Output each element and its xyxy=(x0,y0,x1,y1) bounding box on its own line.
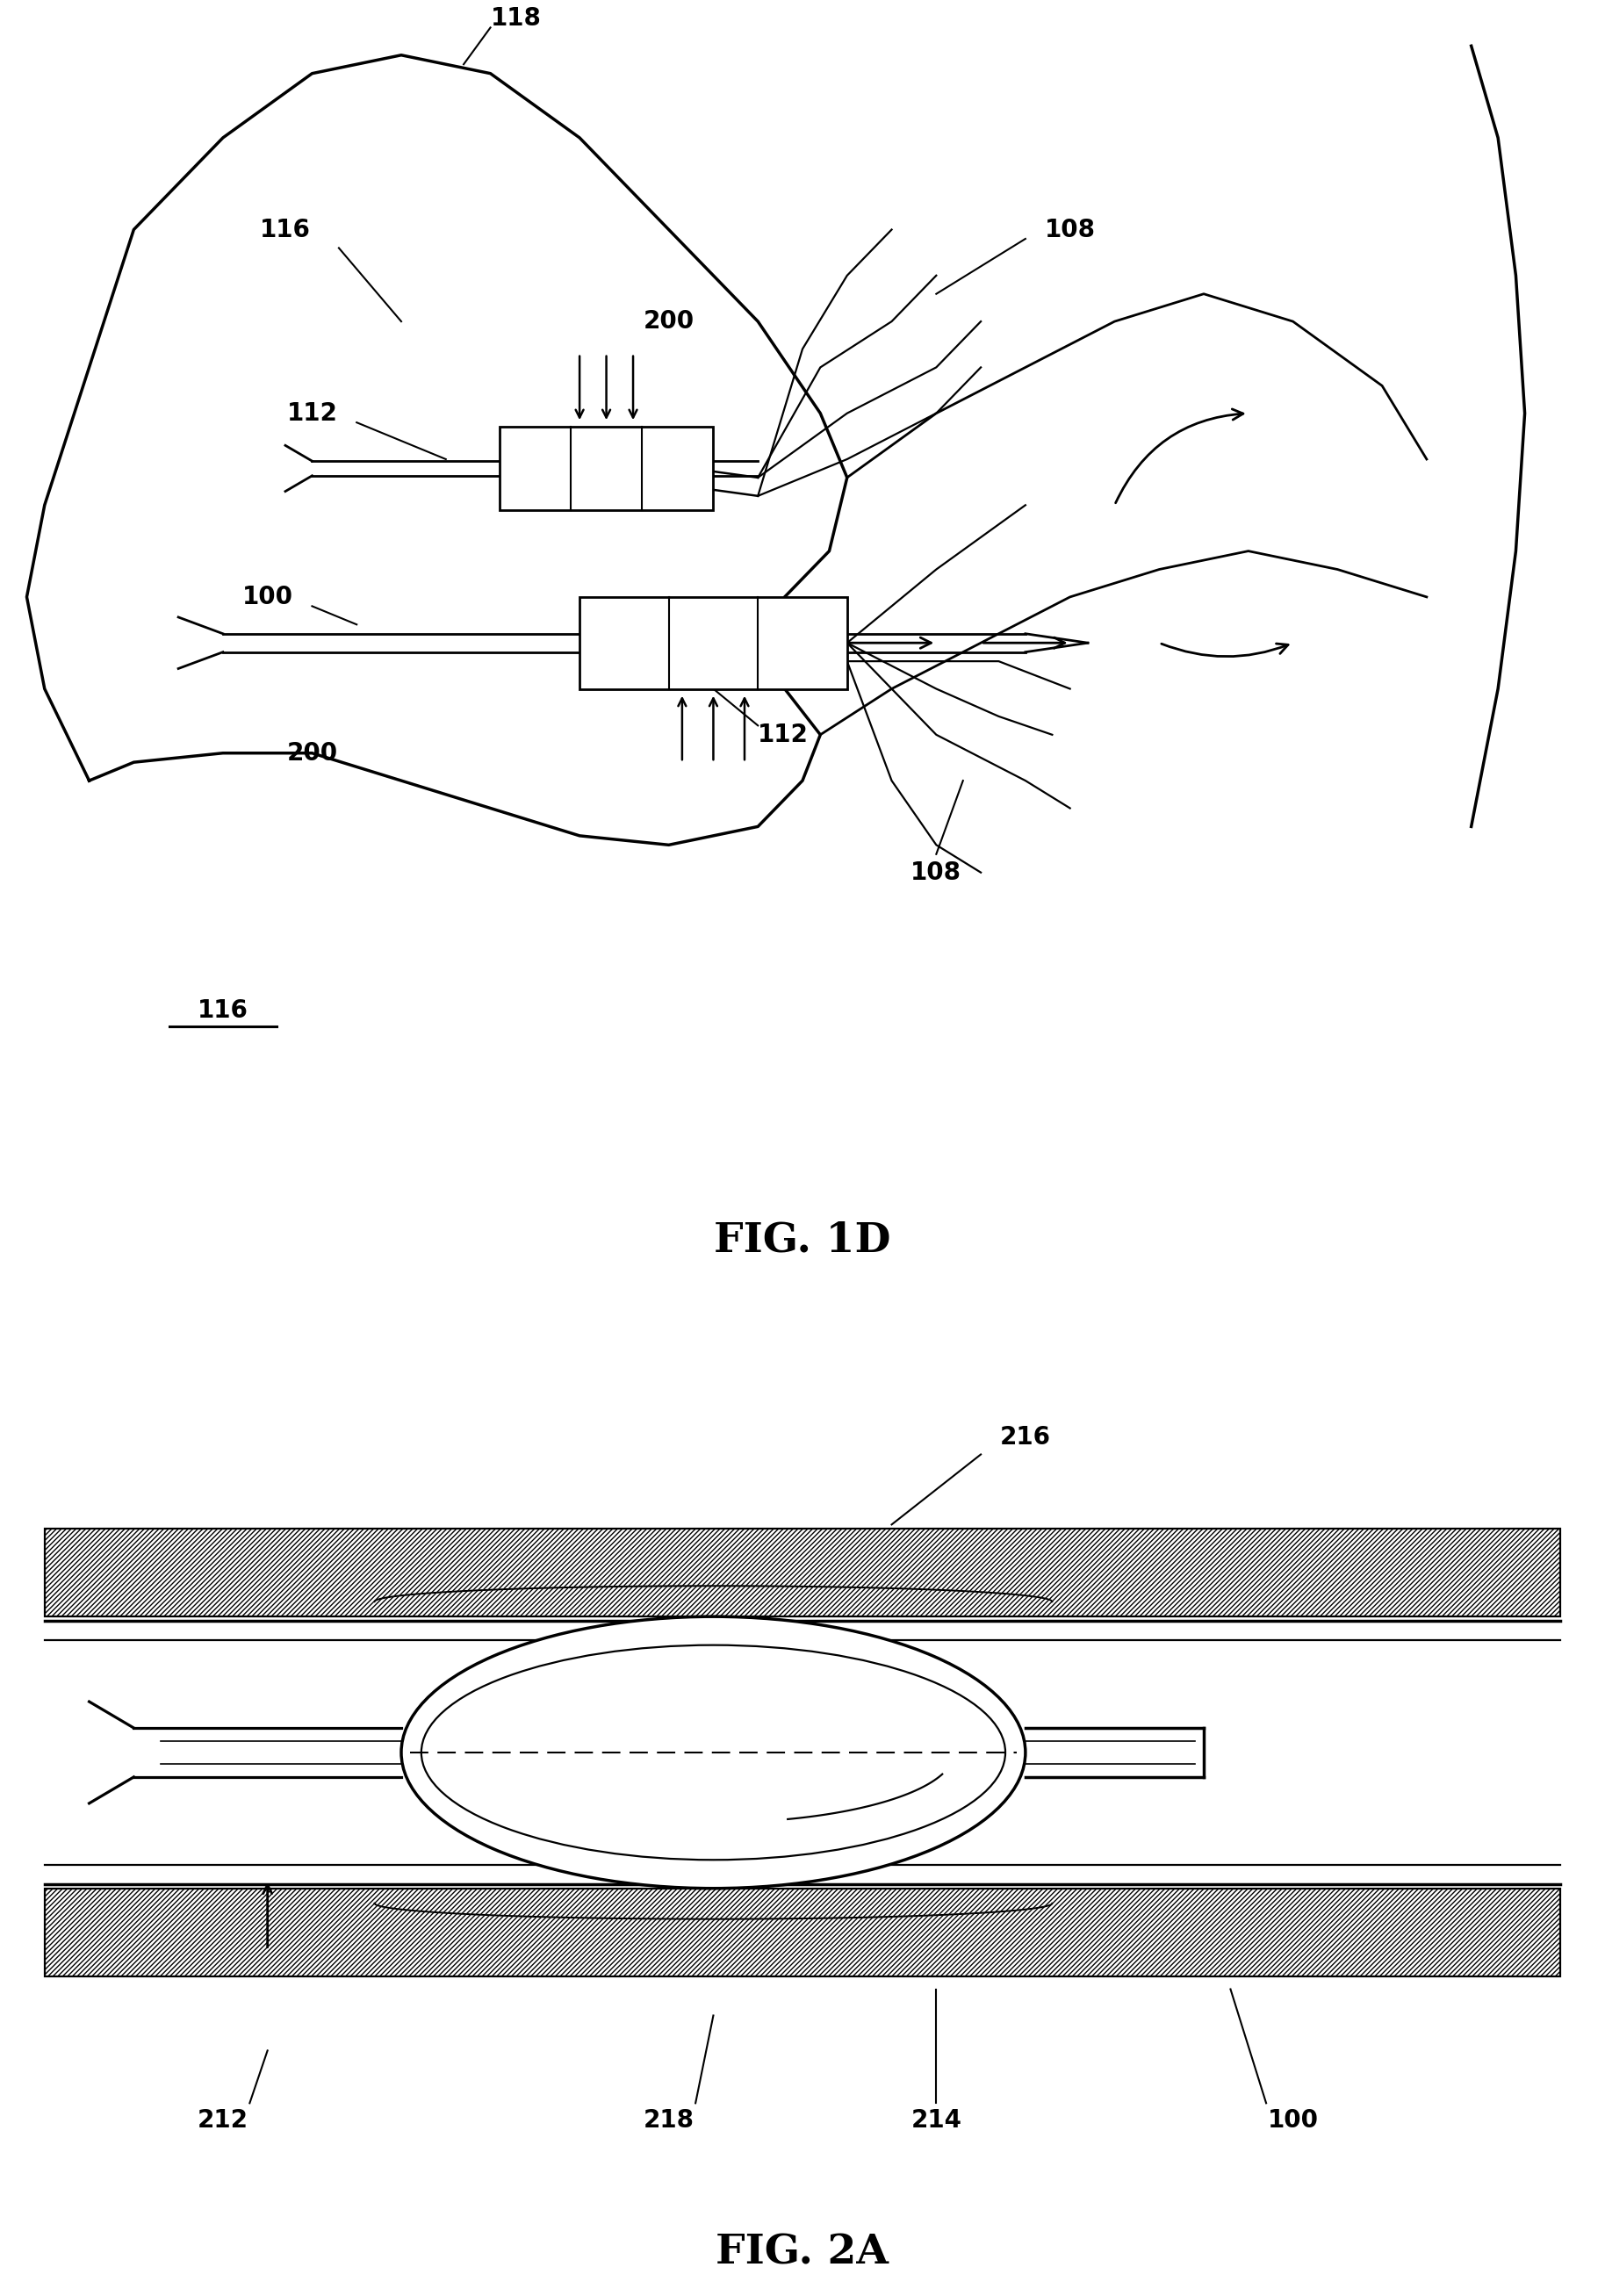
Text: 118: 118 xyxy=(491,7,541,30)
Text: 200: 200 xyxy=(644,310,695,333)
Ellipse shape xyxy=(401,1616,1026,1887)
Text: FIG. 2A: FIG. 2A xyxy=(716,2232,889,2273)
Bar xyxy=(579,597,847,689)
Bar xyxy=(45,1529,1560,1616)
Text: 212: 212 xyxy=(197,2108,249,2133)
Text: 108: 108 xyxy=(910,861,961,884)
Text: 108: 108 xyxy=(1045,218,1096,241)
Text: 200: 200 xyxy=(287,742,337,765)
Text: 218: 218 xyxy=(644,2108,695,2133)
Text: 216: 216 xyxy=(1000,1424,1051,1449)
Text: 112: 112 xyxy=(758,723,809,746)
Text: 214: 214 xyxy=(910,2108,961,2133)
Text: 112: 112 xyxy=(287,402,337,425)
Text: 116: 116 xyxy=(260,218,311,241)
Text: FIG. 1D: FIG. 1D xyxy=(714,1219,891,1261)
Text: 100: 100 xyxy=(1268,2108,1318,2133)
Bar xyxy=(499,427,713,510)
Text: 100: 100 xyxy=(242,585,294,608)
Bar xyxy=(45,1887,1560,1977)
Text: 116: 116 xyxy=(197,999,249,1022)
